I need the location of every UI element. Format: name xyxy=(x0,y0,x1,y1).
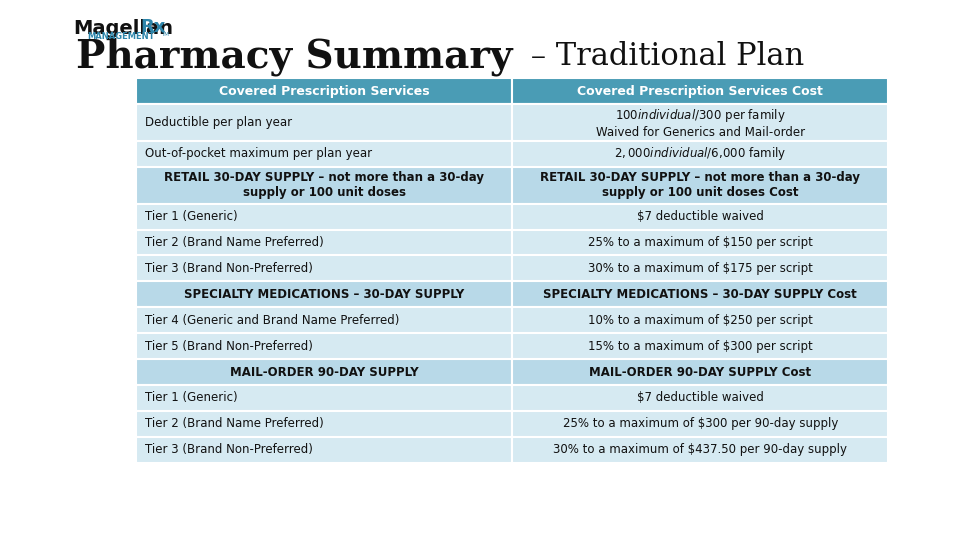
Text: 25% to a maximum of $150 per script: 25% to a maximum of $150 per script xyxy=(588,236,813,249)
Bar xyxy=(136,411,513,437)
Text: MANAGEMENT: MANAGEMENT xyxy=(87,32,155,42)
Bar xyxy=(513,230,888,255)
Text: SPECIALTY MEDICATIONS – 30-DAY SUPPLY: SPECIALTY MEDICATIONS – 30-DAY SUPPLY xyxy=(184,288,465,301)
Text: MAIL-ORDER 90-DAY SUPPLY Cost: MAIL-ORDER 90-DAY SUPPLY Cost xyxy=(589,366,811,379)
Text: – Traditional Plan: – Traditional Plan xyxy=(521,41,804,72)
Bar xyxy=(136,255,513,281)
Text: Covered Prescription Services Cost: Covered Prescription Services Cost xyxy=(577,85,824,98)
Text: Tier 1 (Generic): Tier 1 (Generic) xyxy=(145,392,238,404)
Text: Out-of-pocket maximum per plan year: Out-of-pocket maximum per plan year xyxy=(145,147,372,160)
Bar xyxy=(136,141,513,167)
Text: Covered Prescription Services: Covered Prescription Services xyxy=(219,85,429,98)
Bar xyxy=(513,78,888,104)
Text: 30% to a maximum of $437.50 per 90-day supply: 30% to a maximum of $437.50 per 90-day s… xyxy=(553,443,848,456)
Bar xyxy=(136,307,513,333)
Text: Tier 2 (Brand Name Preferred): Tier 2 (Brand Name Preferred) xyxy=(145,236,324,249)
Text: Tier 2 (Brand Name Preferred): Tier 2 (Brand Name Preferred) xyxy=(145,417,324,430)
Bar xyxy=(513,204,888,230)
Bar xyxy=(136,204,513,230)
Bar xyxy=(513,385,888,411)
Bar xyxy=(136,437,513,463)
Text: $7 deductible waived: $7 deductible waived xyxy=(636,392,764,404)
Bar xyxy=(513,307,888,333)
Bar xyxy=(513,104,888,141)
Bar xyxy=(136,167,513,204)
Text: Rx: Rx xyxy=(140,18,166,36)
Text: Tier 4 (Generic and Brand Name Preferred): Tier 4 (Generic and Brand Name Preferred… xyxy=(145,314,399,327)
Text: RETAIL 30-DAY SUPPLY – not more than a 30-day
supply or 100 unit doses: RETAIL 30-DAY SUPPLY – not more than a 3… xyxy=(164,171,484,199)
Bar xyxy=(513,411,888,437)
Bar xyxy=(136,78,513,104)
Text: 15% to a maximum of $300 per script: 15% to a maximum of $300 per script xyxy=(588,340,813,353)
Bar xyxy=(513,167,888,204)
Bar xyxy=(136,385,513,411)
Text: 25% to a maximum of $300 per 90-day supply: 25% to a maximum of $300 per 90-day supp… xyxy=(563,417,838,430)
Bar xyxy=(136,230,513,255)
Text: Deductible per plan year: Deductible per plan year xyxy=(145,116,292,129)
Text: Tier 3 (Brand Non-Preferred): Tier 3 (Brand Non-Preferred) xyxy=(145,262,313,275)
Bar xyxy=(513,437,888,463)
Bar xyxy=(136,281,513,307)
Text: Tier 5 (Brand Non-Preferred): Tier 5 (Brand Non-Preferred) xyxy=(145,340,313,353)
Text: 10% to a maximum of $250 per script: 10% to a maximum of $250 per script xyxy=(588,314,813,327)
Bar xyxy=(136,104,513,141)
Bar xyxy=(136,359,513,385)
Text: SPECIALTY MEDICATIONS – 30-DAY SUPPLY Cost: SPECIALTY MEDICATIONS – 30-DAY SUPPLY Co… xyxy=(543,288,857,301)
Bar xyxy=(513,255,888,281)
Text: $7 deductible waived: $7 deductible waived xyxy=(636,210,764,223)
Text: MAIL-ORDER 90-DAY SUPPLY: MAIL-ORDER 90-DAY SUPPLY xyxy=(229,366,419,379)
Text: Pharmacy Summary: Pharmacy Summary xyxy=(76,37,513,76)
Text: 30% to a maximum of $175 per script: 30% to a maximum of $175 per script xyxy=(588,262,813,275)
Text: Tier 1 (Generic): Tier 1 (Generic) xyxy=(145,210,238,223)
Text: $100 individual / $300 per family
Waived for Generics and Mail-order: $100 individual / $300 per family Waived… xyxy=(596,106,804,139)
Bar xyxy=(513,333,888,359)
Bar xyxy=(513,141,888,167)
Bar xyxy=(513,281,888,307)
Text: RETAIL 30-DAY SUPPLY – not more than a 30-day
supply or 100 unit doses Cost: RETAIL 30-DAY SUPPLY – not more than a 3… xyxy=(540,171,860,199)
Bar xyxy=(513,359,888,385)
Bar xyxy=(136,333,513,359)
Text: TM: TM xyxy=(161,32,169,37)
Text: $2,000 individual / $6,000 family: $2,000 individual / $6,000 family xyxy=(614,145,786,163)
Text: Magellan: Magellan xyxy=(74,19,174,38)
Text: Tier 3 (Brand Non-Preferred): Tier 3 (Brand Non-Preferred) xyxy=(145,443,313,456)
